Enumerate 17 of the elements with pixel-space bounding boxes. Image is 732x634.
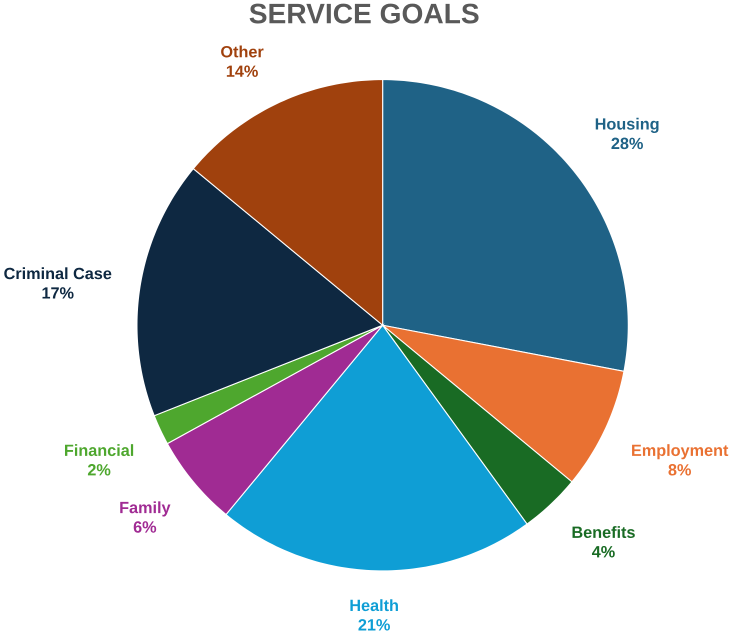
slice-label: Employment — [632, 444, 728, 460]
slice-label: Health — [350, 599, 398, 612]
data-label: 28% — [611, 138, 643, 150]
data-label: 17% — [42, 287, 74, 299]
slice-label: Family — [120, 501, 170, 516]
chart-title: SERVICE GOALS — [250, 4, 479, 24]
data-label: 8% — [668, 464, 691, 476]
data-label: 2% — [88, 464, 110, 476]
slice-label: Housing — [596, 118, 659, 133]
slice-label: Criminal Case — [4, 267, 112, 280]
data-label: 14% — [226, 65, 258, 77]
data-label: 6% — [134, 521, 156, 533]
slice-label: Benefits — [572, 526, 635, 538]
data-label: 21% — [358, 619, 390, 630]
data-label: 4% — [592, 546, 615, 558]
slice-label: Financial — [64, 444, 134, 456]
slice-label: Other — [221, 45, 264, 58]
